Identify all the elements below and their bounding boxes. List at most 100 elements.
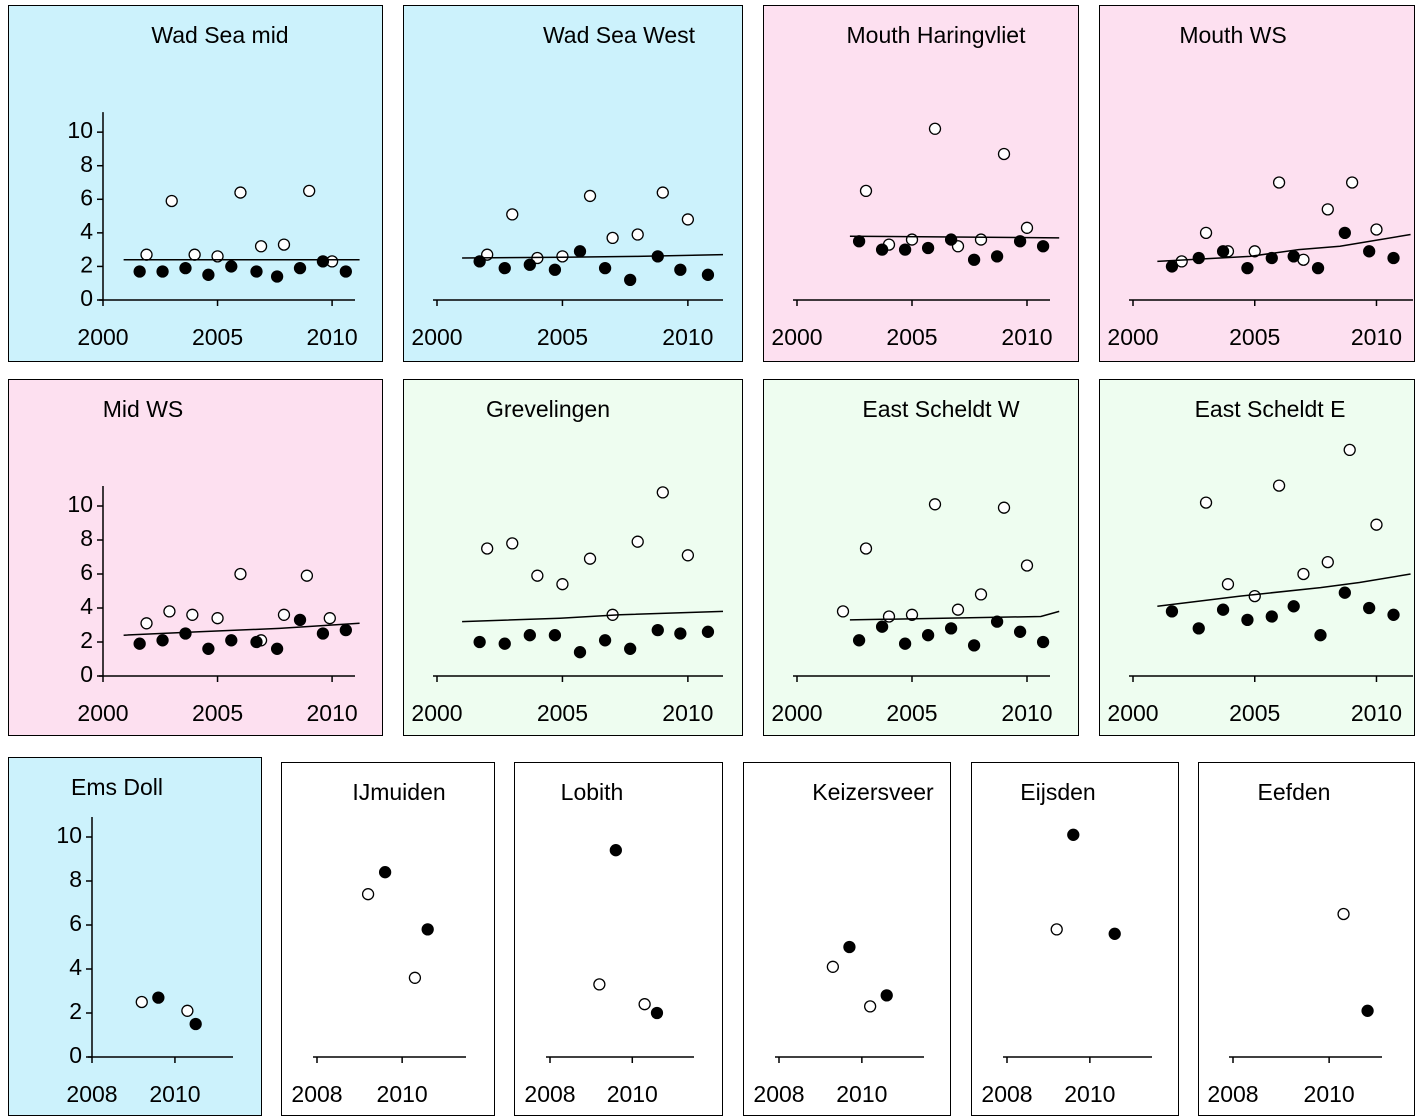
x-tick-label: 2000 xyxy=(1107,324,1158,350)
filled-point xyxy=(898,637,912,650)
filled-point xyxy=(1314,629,1327,642)
y-tick-label: 4 xyxy=(69,954,82,980)
open-point xyxy=(1345,176,1359,189)
open-point xyxy=(681,213,695,226)
filled-point xyxy=(1165,260,1179,273)
open-point xyxy=(1050,923,1063,936)
open-point xyxy=(556,250,569,263)
filled-point xyxy=(179,261,192,275)
open-point xyxy=(165,194,178,208)
y-tick-label: 2 xyxy=(80,627,93,653)
open-point xyxy=(681,549,695,562)
x-tick-label: 2008 xyxy=(66,1081,117,1107)
x-tick-label: 2010 xyxy=(836,1081,887,1107)
y-tick-label: 6 xyxy=(80,184,93,210)
filled-point xyxy=(1363,245,1376,258)
trend-line xyxy=(462,253,724,259)
panel-background xyxy=(8,379,383,736)
y-tick-label: 6 xyxy=(69,910,82,936)
panel-title: Mouth WS xyxy=(1179,22,1286,48)
x-tick-label: 2005 xyxy=(192,324,243,350)
panel-title: IJmuiden xyxy=(352,779,445,805)
x-tick-label: 2000 xyxy=(411,324,462,350)
x-tick-label: 2010 xyxy=(1351,700,1402,726)
x-tick-label: 2008 xyxy=(753,1081,804,1107)
filled-point xyxy=(944,622,958,635)
filled-point xyxy=(1265,610,1278,623)
filled-point xyxy=(852,634,866,647)
filled-point xyxy=(674,263,687,276)
y-tick-label: 10 xyxy=(67,117,93,143)
filled-point xyxy=(1387,608,1400,621)
open-point xyxy=(140,248,153,261)
filled-point xyxy=(548,263,562,276)
x-tick-label: 2008 xyxy=(524,1081,575,1107)
filled-point xyxy=(650,1006,664,1020)
panel-title: Mid WS xyxy=(103,396,184,422)
x-tick-label: 2010 xyxy=(149,1081,200,1107)
x-tick-label: 2008 xyxy=(291,1081,342,1107)
filled-point xyxy=(921,629,935,642)
y-tick-label: 2 xyxy=(80,252,93,278)
y-tick-label: 6 xyxy=(80,559,93,585)
y-tick-label: 10 xyxy=(67,491,93,517)
open-point xyxy=(1370,223,1383,236)
x-tick-label: 2000 xyxy=(77,324,128,350)
panel-background xyxy=(1099,5,1415,362)
open-point xyxy=(506,537,519,550)
x-tick-label: 2008 xyxy=(981,1081,1032,1107)
x-tick-label: 2005 xyxy=(192,700,243,726)
open-point xyxy=(556,578,569,591)
panel-background xyxy=(763,5,1079,362)
trend-line xyxy=(1157,573,1411,608)
open-point xyxy=(905,608,919,621)
panel-title: Ems Doll xyxy=(71,774,163,800)
panel: Lobith 2008 2010 xyxy=(514,762,723,1116)
open-point xyxy=(631,535,644,548)
trend-line xyxy=(1157,233,1411,263)
filled-point xyxy=(598,261,612,275)
filled-point xyxy=(378,866,392,879)
open-point xyxy=(303,184,316,198)
filled-point xyxy=(1338,586,1351,599)
filled-point xyxy=(875,620,889,633)
filled-point xyxy=(421,923,434,936)
filled-point xyxy=(270,270,284,283)
filled-point xyxy=(202,642,215,655)
x-tick-label: 2010 xyxy=(377,1081,428,1107)
open-point xyxy=(140,617,153,630)
panel-title: East Scheldt E xyxy=(1195,396,1346,422)
panel: East Scheldt W 2000 2005 2010 xyxy=(763,379,1079,736)
open-point xyxy=(234,567,247,581)
x-tick-label: 2000 xyxy=(1107,700,1158,726)
open-point xyxy=(277,238,291,251)
panel-background xyxy=(1099,379,1415,736)
y-tick-label: 8 xyxy=(69,866,82,892)
filled-point xyxy=(133,265,146,278)
x-tick-label: 2010 xyxy=(1064,1081,1115,1107)
filled-point xyxy=(1192,251,1205,265)
filled-point xyxy=(133,637,146,650)
x-tick-label: 2010 xyxy=(1001,700,1052,726)
panel-title: Wad Sea mid xyxy=(151,22,288,48)
open-point xyxy=(1221,578,1235,591)
open-point xyxy=(656,186,669,199)
filled-point xyxy=(1361,1004,1374,1017)
trend-line xyxy=(462,610,724,623)
panel-background xyxy=(514,762,723,1116)
x-tick-label: 2010 xyxy=(662,324,713,350)
filled-point xyxy=(523,258,536,271)
panel: Wad Sea West 2000 2005 2010 xyxy=(403,5,743,362)
filled-point xyxy=(316,627,330,640)
filled-point xyxy=(498,261,511,275)
panel: Ems Doll 2008 2010 0 2 4 6 8 10 xyxy=(8,757,262,1116)
filled-point xyxy=(967,639,981,652)
filled-point xyxy=(473,635,486,649)
filled-point xyxy=(339,265,352,278)
filled-point xyxy=(852,235,866,248)
open-point xyxy=(1175,255,1188,268)
x-tick-label: 2005 xyxy=(537,324,588,350)
filled-point xyxy=(202,268,215,281)
filled-point xyxy=(1216,245,1230,258)
